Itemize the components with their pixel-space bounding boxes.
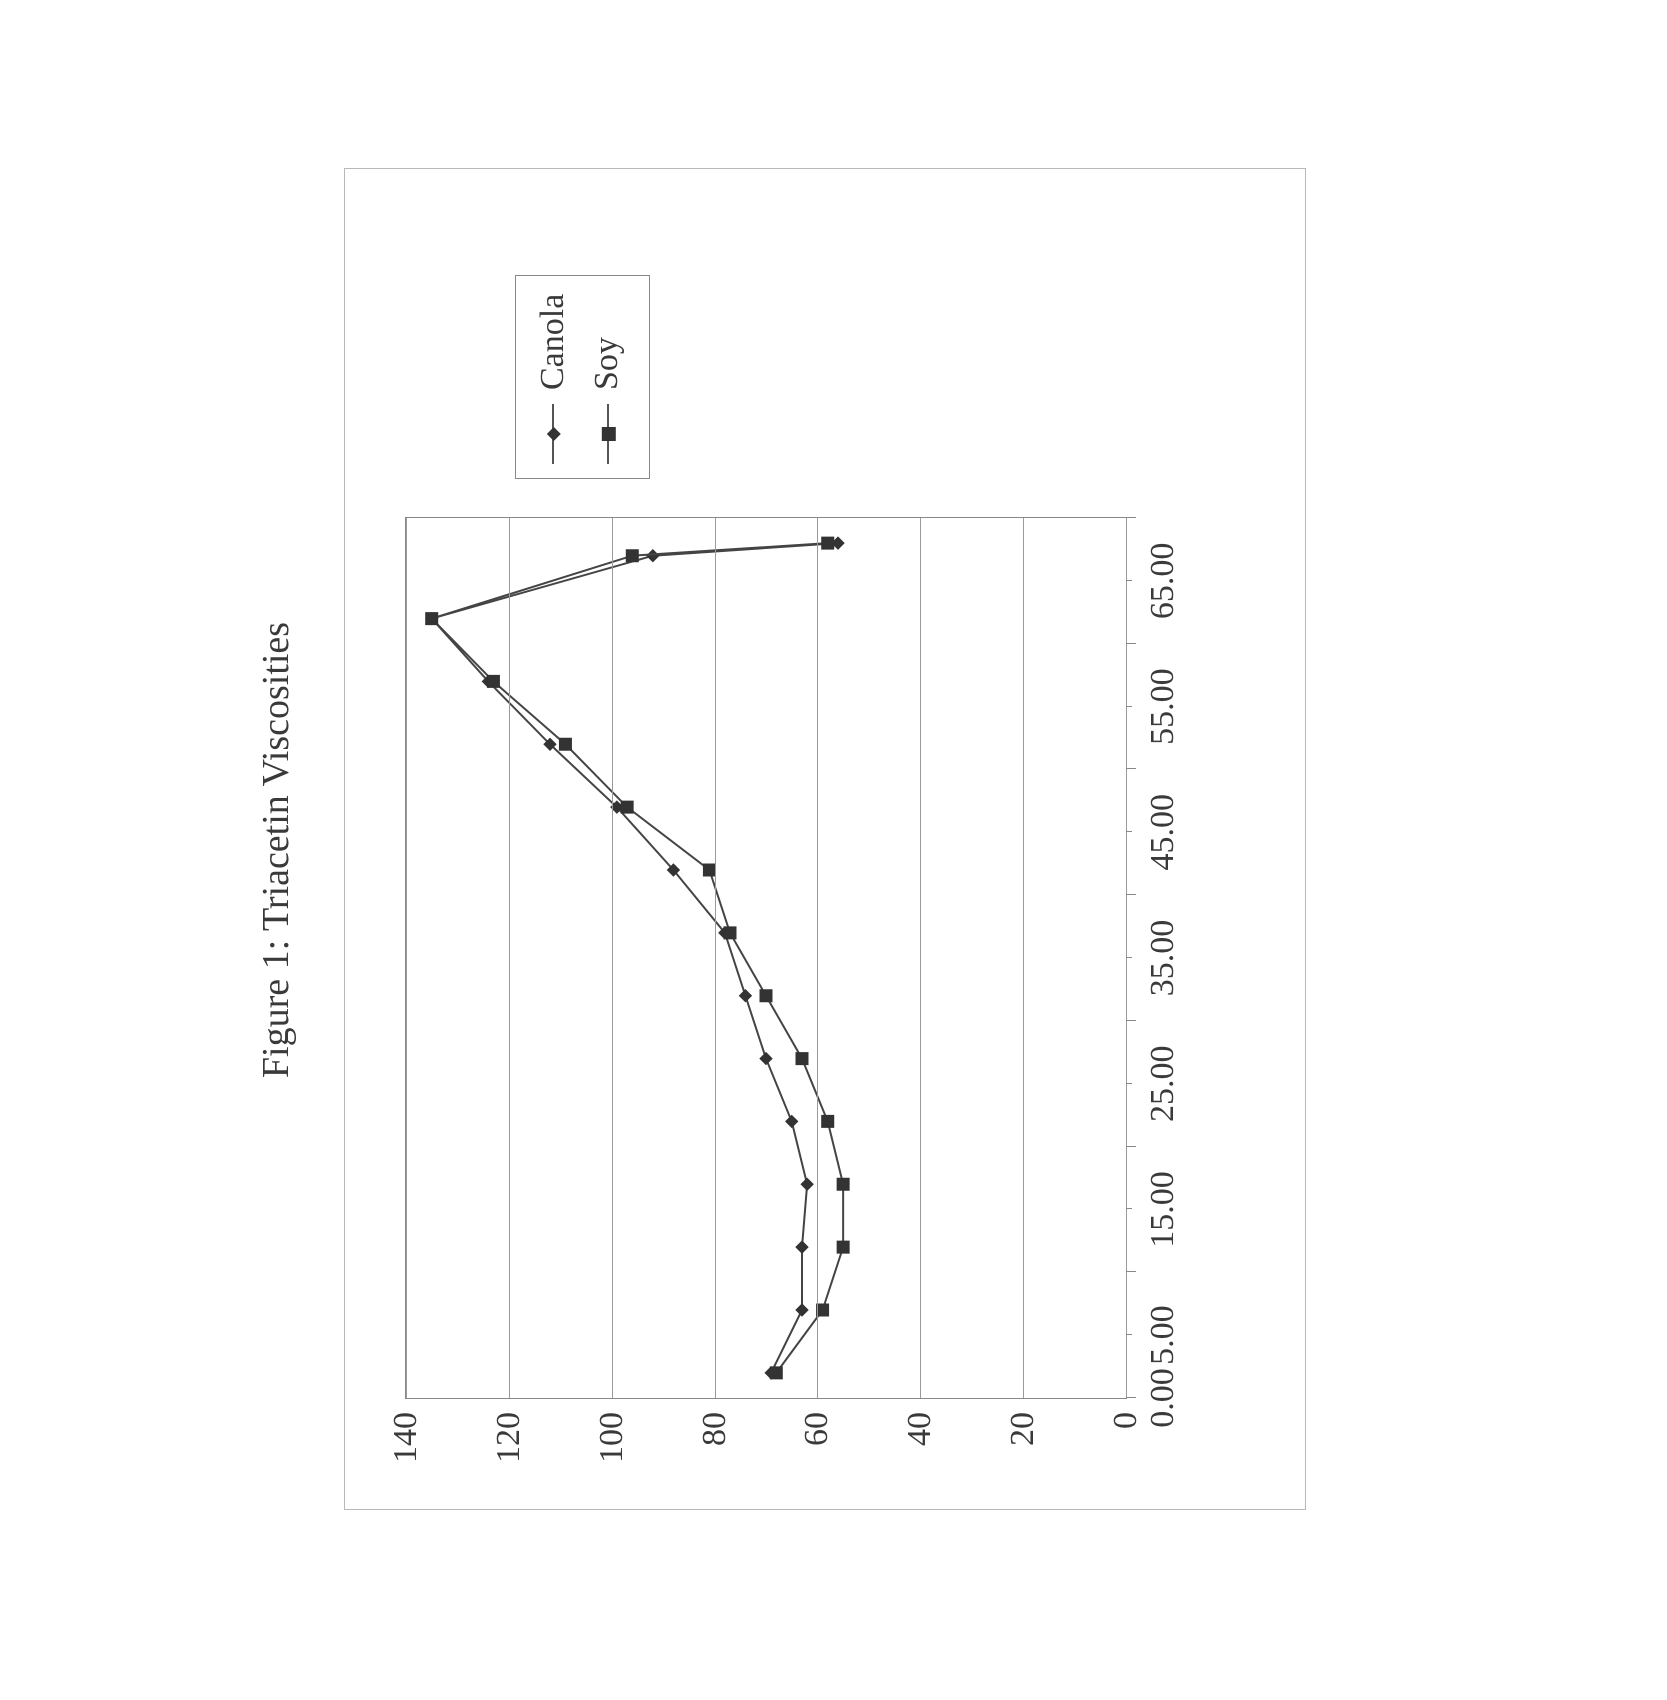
x-tick <box>1126 768 1136 769</box>
marker-square-icon <box>559 738 571 750</box>
marker-square-icon <box>837 1241 849 1253</box>
gridline <box>508 518 509 1398</box>
gridline <box>611 518 612 1398</box>
legend-label: Soy <box>580 337 634 390</box>
marker-square-icon <box>487 675 499 687</box>
legend: CanolaSoy <box>515 275 650 479</box>
rotated-container: Figure 1: Triacetin Viscosities 0 20 40 60 8… <box>254 70 1414 1630</box>
marker-diamond-icon <box>796 1304 808 1316</box>
plot-area: 0204060801001201400.005.0015.0025.0035.0… <box>405 517 1127 1399</box>
chart-outer-frame: 0 20 40 60 80 100 120 140 0.005.00 15.00 25.00 35.0… <box>344 168 1306 1510</box>
x-tick <box>1126 1334 1132 1335</box>
x-tick <box>1126 1208 1132 1209</box>
x-tick <box>1126 894 1136 895</box>
marker-diamond-icon <box>760 1053 772 1065</box>
gridline <box>714 518 715 1398</box>
x-tick <box>1126 1397 1136 1398</box>
marker-diamond-icon <box>646 550 658 562</box>
x-tick <box>1126 517 1136 518</box>
legend-swatch <box>606 404 608 464</box>
marker-square-icon <box>837 1178 849 1190</box>
marker-square-icon <box>821 537 833 549</box>
marker-diamond-icon <box>801 1178 813 1190</box>
gridline <box>406 518 407 1398</box>
legend-label: Canola <box>526 294 580 390</box>
legend-item: Canola <box>526 294 580 464</box>
x-tick <box>1126 643 1136 644</box>
legend-item: Soy <box>580 294 634 464</box>
marker-square-icon <box>626 550 638 562</box>
chart-svg <box>406 518 1126 1398</box>
y-tick-label: 80 <box>695 1412 733 1446</box>
marker-diamond-icon <box>785 1115 797 1127</box>
page: Figure 1: Triacetin Viscosities 0 20 40 60 8… <box>0 0 1667 1700</box>
marker-square-icon <box>821 1115 833 1127</box>
figure-title: Figure 1: Triacetin Viscosities <box>254 70 298 1630</box>
gridline <box>817 518 818 1398</box>
x-tick <box>1126 580 1132 581</box>
marker-diamond-icon <box>739 990 751 1002</box>
gridline <box>920 518 921 1398</box>
y-tick-label: 140 <box>387 1412 425 1463</box>
x-tick-label: 0.00 <box>1144 1368 1182 1428</box>
y-tick-label: 40 <box>901 1412 939 1446</box>
figure: Figure 1: Triacetin Viscosities 0 20 40 60 8… <box>254 70 1414 1630</box>
x-tick-label: 5.00 <box>1144 1305 1182 1365</box>
x-tick-label: 45.00 <box>1144 794 1182 871</box>
x-tick-label: 35.00 <box>1144 920 1182 997</box>
x-tick <box>1126 1020 1136 1021</box>
x-tick-label: 15.00 <box>1144 1171 1182 1248</box>
series-line-soy <box>431 543 842 1373</box>
x-tick <box>1126 957 1132 958</box>
series-line-canola <box>431 543 837 1373</box>
legend-swatch <box>552 404 554 464</box>
marker-square-icon <box>703 864 715 876</box>
x-tick-label: 55.00 <box>1144 668 1182 745</box>
x-tick <box>1126 706 1132 707</box>
gridline <box>1023 518 1024 1398</box>
x-tick-label: 25.00 <box>1144 1045 1182 1122</box>
y-tick-label: 100 <box>592 1412 630 1463</box>
x-tick <box>1126 1146 1136 1147</box>
square-icon <box>599 425 617 443</box>
marker-square-icon <box>425 613 437 625</box>
y-tick-label: 0 <box>1107 1412 1145 1429</box>
marker-square-icon <box>621 801 633 813</box>
x-tick <box>1126 1271 1136 1272</box>
marker-square-icon <box>770 1367 782 1379</box>
x-tick-label: 65.00 <box>1144 543 1182 620</box>
diamond-icon <box>544 425 562 443</box>
x-tick <box>1126 831 1132 832</box>
y-tick-label: 120 <box>489 1412 527 1463</box>
marker-square-icon <box>796 1053 808 1065</box>
marker-square-icon <box>760 990 772 1002</box>
y-tick-label: 60 <box>798 1412 836 1446</box>
gridline <box>1126 518 1127 1398</box>
marker-square-icon <box>724 927 736 939</box>
x-tick <box>1126 1083 1132 1084</box>
y-tick-label: 20 <box>1004 1412 1042 1446</box>
marker-diamond-icon <box>796 1241 808 1253</box>
